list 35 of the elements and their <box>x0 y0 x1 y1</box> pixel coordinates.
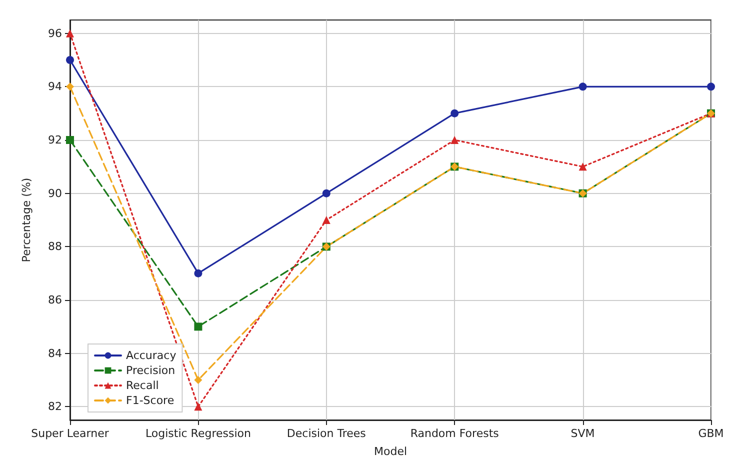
legend-label: Accuracy <box>126 349 177 362</box>
y-tick-label: 90 <box>48 186 62 200</box>
point <box>66 29 74 38</box>
point <box>322 216 330 224</box>
x-tick-label: GBM <box>698 427 724 440</box>
x-tick-label: Super Learner <box>31 427 110 440</box>
point <box>578 162 587 171</box>
point <box>707 82 715 91</box>
point <box>322 189 330 198</box>
x-tick-label: SVM <box>570 427 595 440</box>
y-tick-label: 88 <box>48 240 62 254</box>
y-tick-label: 82 <box>48 400 62 414</box>
y-tick-label: 84 <box>48 346 62 360</box>
point <box>578 82 587 91</box>
x-axis-title: Model <box>374 445 408 458</box>
point <box>450 109 459 118</box>
legend-label: Recall <box>126 379 159 392</box>
x-tick-label: Decision Trees <box>286 427 366 440</box>
point <box>450 136 459 144</box>
y-tick-label: 94 <box>48 80 62 94</box>
point <box>194 402 202 411</box>
point <box>66 136 74 144</box>
y-tick-label: 92 <box>48 134 62 146</box>
y-tick-label: 86 <box>48 294 62 306</box>
point <box>194 322 202 331</box>
legend-label: F1-Score <box>126 394 174 407</box>
x-tick-label: Random Forests <box>410 427 500 440</box>
legend-label: Precision <box>126 364 176 377</box>
point <box>66 82 74 91</box>
point <box>194 376 202 384</box>
x-tick-label: Logistic Regression <box>145 427 251 440</box>
point <box>66 56 74 64</box>
y-axis-title: Percentage (%) <box>20 178 33 262</box>
y-tick-label: 96 <box>48 26 62 40</box>
point <box>194 269 202 278</box>
